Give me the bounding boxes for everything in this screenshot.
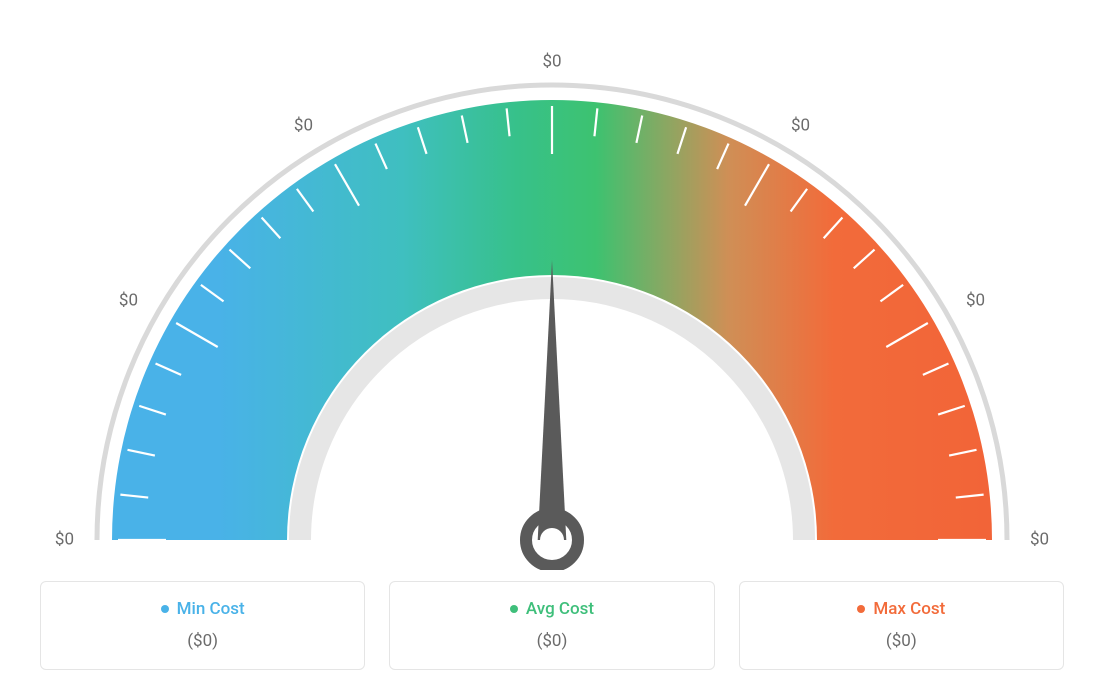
- legend-label-min: Min Cost: [177, 599, 245, 619]
- legend-dot-max: [857, 605, 865, 613]
- legend-title-max: Max Cost: [857, 599, 945, 619]
- legend-value-min: ($0): [53, 631, 352, 651]
- svg-text:$0: $0: [1030, 529, 1049, 549]
- svg-text:$0: $0: [294, 116, 313, 136]
- legend-dot-min: [161, 605, 169, 613]
- svg-text:$0: $0: [791, 116, 810, 136]
- legend-card-max: Max Cost ($0): [739, 581, 1064, 670]
- legend-card-avg: Avg Cost ($0): [389, 581, 714, 670]
- gauge-svg: $0 $0 $0 $0 $0 $0 $0: [22, 0, 1082, 570]
- legend-dot-avg: [510, 605, 518, 613]
- gauge-chart: $0 $0 $0 $0 $0 $0 $0: [0, 0, 1104, 570]
- legend-value-max: ($0): [752, 631, 1051, 651]
- svg-text:$0: $0: [966, 290, 985, 310]
- legend-card-min: Min Cost ($0): [40, 581, 365, 670]
- legend-title-min: Min Cost: [161, 599, 245, 619]
- legend-label-avg: Avg Cost: [526, 599, 594, 619]
- legend-value-avg: ($0): [402, 631, 701, 651]
- svg-text:$0: $0: [119, 290, 138, 310]
- legend-row: Min Cost ($0) Avg Cost ($0) Max Cost ($0…: [40, 581, 1064, 670]
- legend-title-avg: Avg Cost: [510, 599, 594, 619]
- svg-text:$0: $0: [542, 51, 561, 71]
- svg-text:$0: $0: [55, 529, 74, 549]
- legend-label-max: Max Cost: [873, 599, 945, 619]
